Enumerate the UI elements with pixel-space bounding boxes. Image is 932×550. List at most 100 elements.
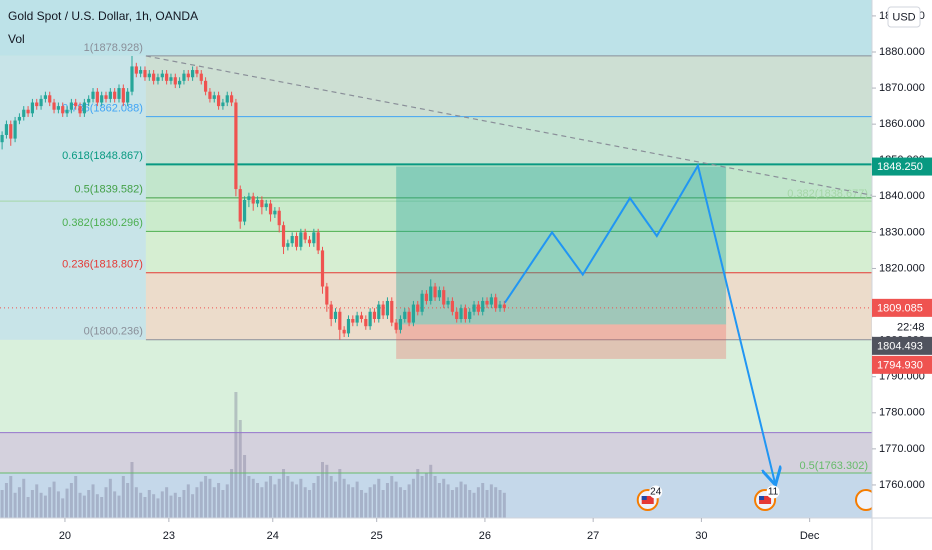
volume-bar: [377, 478, 381, 518]
candle-body: [100, 95, 104, 103]
candle-body: [294, 235, 299, 247]
volume-bar: [333, 481, 337, 518]
volume-bar: [108, 478, 112, 518]
volume-bar: [308, 490, 312, 518]
candle-body: [117, 88, 121, 99]
candle-body: [26, 109, 30, 114]
candle-body: [4, 124, 9, 135]
volume-bar: [191, 494, 195, 518]
candle-body: [277, 210, 281, 226]
candle-body: [381, 304, 385, 316]
level-label: 0.382(1838.677): [787, 188, 868, 200]
volume-bar: [359, 490, 363, 518]
volume-bar: [403, 490, 407, 518]
candle-body: [43, 95, 47, 99]
volume-bar: [169, 495, 173, 518]
candle-body: [186, 73, 190, 78]
volume-bar: [407, 484, 411, 518]
candle-body: [143, 70, 147, 78]
candle-body: [411, 304, 416, 323]
volume-bar: [234, 392, 238, 518]
x-tick-label: 24: [267, 530, 279, 542]
volume-bar: [22, 478, 26, 518]
volume-bar: [342, 478, 346, 518]
candle-body: [333, 311, 338, 319]
candle-body: [338, 311, 342, 330]
volume-bar: [338, 469, 342, 518]
x-tick-label: 25: [371, 530, 383, 542]
y-tick-label: 1840.000: [879, 190, 925, 202]
fib-zone: [145, 197, 872, 232]
candle-body: [52, 102, 56, 110]
axes: 1890.0001880.0001870.0001860.0001850.000…: [59, 10, 932, 542]
volume-bar: [130, 462, 134, 518]
candle-body: [476, 304, 480, 312]
volume-bar: [65, 488, 69, 518]
candle-body: [481, 300, 485, 312]
candle-body: [281, 225, 286, 247]
event-count-bg: [766, 485, 780, 499]
candle-body: [273, 210, 277, 215]
volume-bar: [316, 476, 320, 518]
candle-body: [229, 95, 234, 103]
volume-bar: [61, 498, 65, 518]
volume-bar: [299, 478, 303, 518]
candle-body: [160, 73, 164, 78]
candle-body: [264, 203, 268, 208]
event-flag: [641, 496, 647, 500]
y-tick-label: 1870.000: [879, 82, 925, 94]
countdown-box: [872, 317, 932, 336]
candle-body: [498, 304, 502, 309]
volume-bar: [52, 481, 56, 518]
currency[interactable]: USD: [892, 11, 915, 23]
volume-bar: [468, 490, 472, 518]
fib-label: 0.5(1839.582): [74, 184, 143, 196]
volume-bar: [290, 481, 294, 518]
candle-body: [299, 232, 303, 247]
x-tick-label: Dec: [800, 530, 820, 542]
volume-bar: [437, 483, 441, 518]
y-tick-label: 1820.000: [879, 262, 925, 274]
price-label: 1794.930: [877, 359, 923, 371]
candle-body: [165, 73, 169, 81]
event-flag: [759, 496, 772, 504]
price-label-box: [872, 298, 932, 317]
volume-bar: [312, 483, 316, 518]
volume-bar: [91, 484, 95, 518]
countdown: 22:48: [897, 321, 925, 333]
candle-body: [82, 102, 86, 114]
candle-body: [325, 286, 329, 305]
zone: [0, 473, 872, 518]
volume-bar: [256, 483, 260, 518]
candle-body: [35, 102, 39, 107]
y-tick-label: 1830.000: [879, 226, 925, 238]
volume-bar: [459, 481, 463, 518]
volume-bar: [195, 487, 199, 518]
candle-body: [65, 109, 69, 114]
volume-bar: [424, 473, 428, 518]
volume-bar: [212, 487, 216, 518]
volume-bar: [277, 478, 281, 518]
candle-body: [251, 196, 255, 204]
candle-body: [455, 311, 459, 319]
event-count: 24: [650, 487, 662, 498]
fib-zone: [145, 55, 872, 117]
candle-body: [390, 300, 394, 323]
volume-bar: [230, 469, 234, 518]
candle-body: [446, 300, 450, 305]
volume-bar: [217, 483, 221, 518]
volume-bar: [104, 487, 108, 518]
fib-label: 0(1800.236): [84, 326, 143, 338]
candle-body: [91, 91, 95, 99]
volume-bar: [494, 487, 498, 518]
volume-bar: [295, 484, 299, 518]
currency-button[interactable]: [887, 6, 921, 28]
volume-bar: [420, 476, 424, 518]
volume-bar: [35, 484, 39, 518]
x-tick-label: 20: [59, 530, 71, 542]
candle-body: [307, 239, 312, 244]
volume-bar: [433, 476, 437, 518]
volume-bar: [139, 492, 143, 518]
volume-bar: [243, 455, 247, 518]
volume-bar: [489, 484, 493, 518]
